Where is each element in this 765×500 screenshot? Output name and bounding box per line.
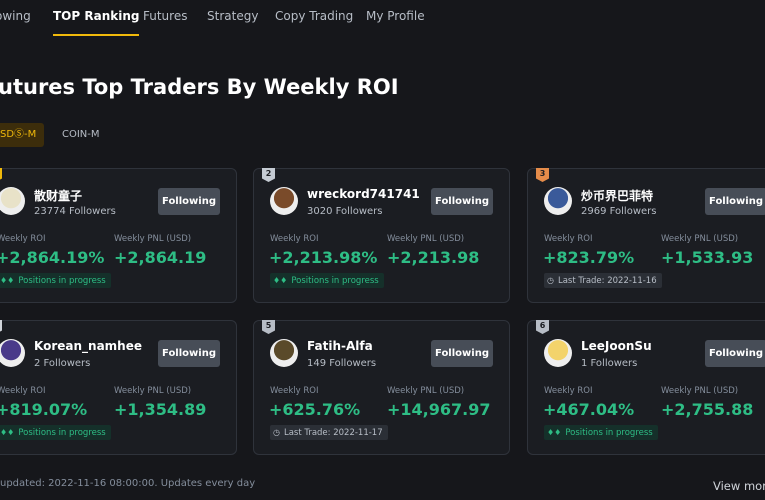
roi-label: Weekly ROI [270,386,319,396]
pnl-label: Weekly PNL (USD) [387,234,465,244]
roi-value: +625.76% [269,400,361,419]
status-icon: ♦♦ [273,276,288,285]
follower-count: 2969 Followers [581,206,657,217]
roi-label: Weekly ROI [270,234,319,244]
avatar [270,339,298,367]
status-icon: ◷ [273,428,280,437]
update-note: updated: 2022-11-16 08:00:00. Updates ev… [0,478,256,489]
pnl-value: +1,354.89 [114,400,207,419]
following-button[interactable]: Following [158,188,220,215]
avatar [0,187,25,215]
status-icon: ◷ [547,276,554,285]
status-text: Positions in progress [291,276,379,286]
nav-tab[interactable]: owing [0,9,31,23]
trader-card: 5 Fatih-Alfa 149 Followers Following Weekly … [253,320,510,455]
follower-count: 23774 Followers [34,206,116,217]
status-tag: ◷ Last Trade: 2022-11-17 [270,425,388,440]
status-tag: ♦♦ Positions in progress [0,425,111,440]
trader-name[interactable]: 炒币界巴菲特 [581,189,654,203]
pnl-label: Weekly PNL (USD) [387,386,465,396]
nav-tab[interactable]: Strategy [207,9,259,23]
status-tag: ◷ Last Trade: 2022-11-16 [544,273,662,288]
status-text: Positions in progress [565,428,653,438]
avatar [544,187,572,215]
status-tag: ♦♦ Positions in progress [270,273,384,288]
pnl-label: Weekly PNL (USD) [661,234,739,244]
trader-name[interactable]: Korean_namhee [34,339,142,353]
following-button[interactable]: Following [705,340,765,367]
trader-name[interactable]: 散财童子 [34,189,83,203]
trader-card: 3 炒币界巴菲特 2969 Followers Following Weekly ROI… [527,168,765,303]
roi-value: +467.04% [543,400,635,419]
pnl-label: Weekly PNL (USD) [114,386,192,396]
nav-tab[interactable]: Futures [143,9,188,23]
follower-count: 3020 Followers [307,206,383,217]
pnl-value: +1,533.93 [661,248,754,267]
following-button[interactable]: Following [431,340,493,367]
pnl-label: Weekly PNL (USD) [114,234,192,244]
status-icon: ♦♦ [0,428,15,437]
avatar [0,339,25,367]
status-icon: ♦♦ [0,276,15,285]
following-button[interactable]: Following [158,340,220,367]
roi-value: +819.07% [0,400,88,419]
pnl-value: +2,213.98 [387,248,480,267]
trader-name[interactable]: wreckord741741 [307,187,420,201]
rank-badge: 3 [536,168,549,182]
trader-name[interactable]: LeeJoonSu [581,339,652,353]
trader-card: 2 wreckord741741 3020 Followers Following We… [253,168,510,303]
status-tag: ♦♦ Positions in progress [0,273,111,288]
rank-badge [0,168,2,182]
rank-badge [0,320,2,334]
trader-card: 散财童子 23774 Followers Following Weekly ROI We… [0,168,237,303]
nav-tab[interactable]: My Profile [366,9,425,23]
market-tab[interactable]: COIN-M [62,129,100,140]
pnl-label: Weekly PNL (USD) [661,386,739,396]
nav-underline [53,34,139,36]
rank-badge: 2 [262,168,275,182]
trader-card: 6 LeeJoonSu 1 Followers Following Weekly ROI… [527,320,765,455]
trader-name[interactable]: Fatih-Alfa [307,339,373,353]
nav-tab[interactable]: Copy Trading [275,9,354,23]
trader-card: Korean_namhee 2 Followers Following Weekly … [0,320,237,455]
market-tab[interactable]: SDⓈ-M [0,123,45,147]
following-button[interactable]: Following [705,188,765,215]
roi-label: Weekly ROI [544,386,593,396]
pnl-value: +2,864.19 [114,248,207,267]
status-tag: ♦♦ Positions in progress [544,425,658,440]
status-text: Positions in progress [18,428,106,438]
status-text: Positions in progress [18,276,106,286]
roi-value: +2,864.19% [0,248,105,267]
roi-label: Weekly ROI [0,386,46,396]
status-icon: ♦♦ [547,428,562,437]
status-text: Last Trade: 2022-11-17 [283,428,383,438]
avatar [270,187,298,215]
view-more-link[interactable]: View more [713,479,765,493]
roi-value: +2,213.98% [269,248,378,267]
roi-label: Weekly ROI [544,234,593,244]
roi-label: Weekly ROI [0,234,46,244]
page-title: utures Top Traders By Weekly ROI [0,75,399,99]
follower-count: 1 Followers [581,358,638,369]
pnl-value: +14,967.97 [387,400,491,419]
rank-badge: 5 [262,320,275,334]
follower-count: 149 Followers [307,358,377,369]
rank-badge: 6 [536,320,549,334]
follower-count: 2 Followers [34,358,91,369]
nav-tab[interactable]: TOP Ranking [53,9,140,23]
following-button[interactable]: Following [431,188,493,215]
avatar [544,339,572,367]
roi-value: +823.79% [543,248,635,267]
pnl-value: +2,755.88 [661,400,754,419]
status-text: Last Trade: 2022-11-16 [557,276,657,286]
